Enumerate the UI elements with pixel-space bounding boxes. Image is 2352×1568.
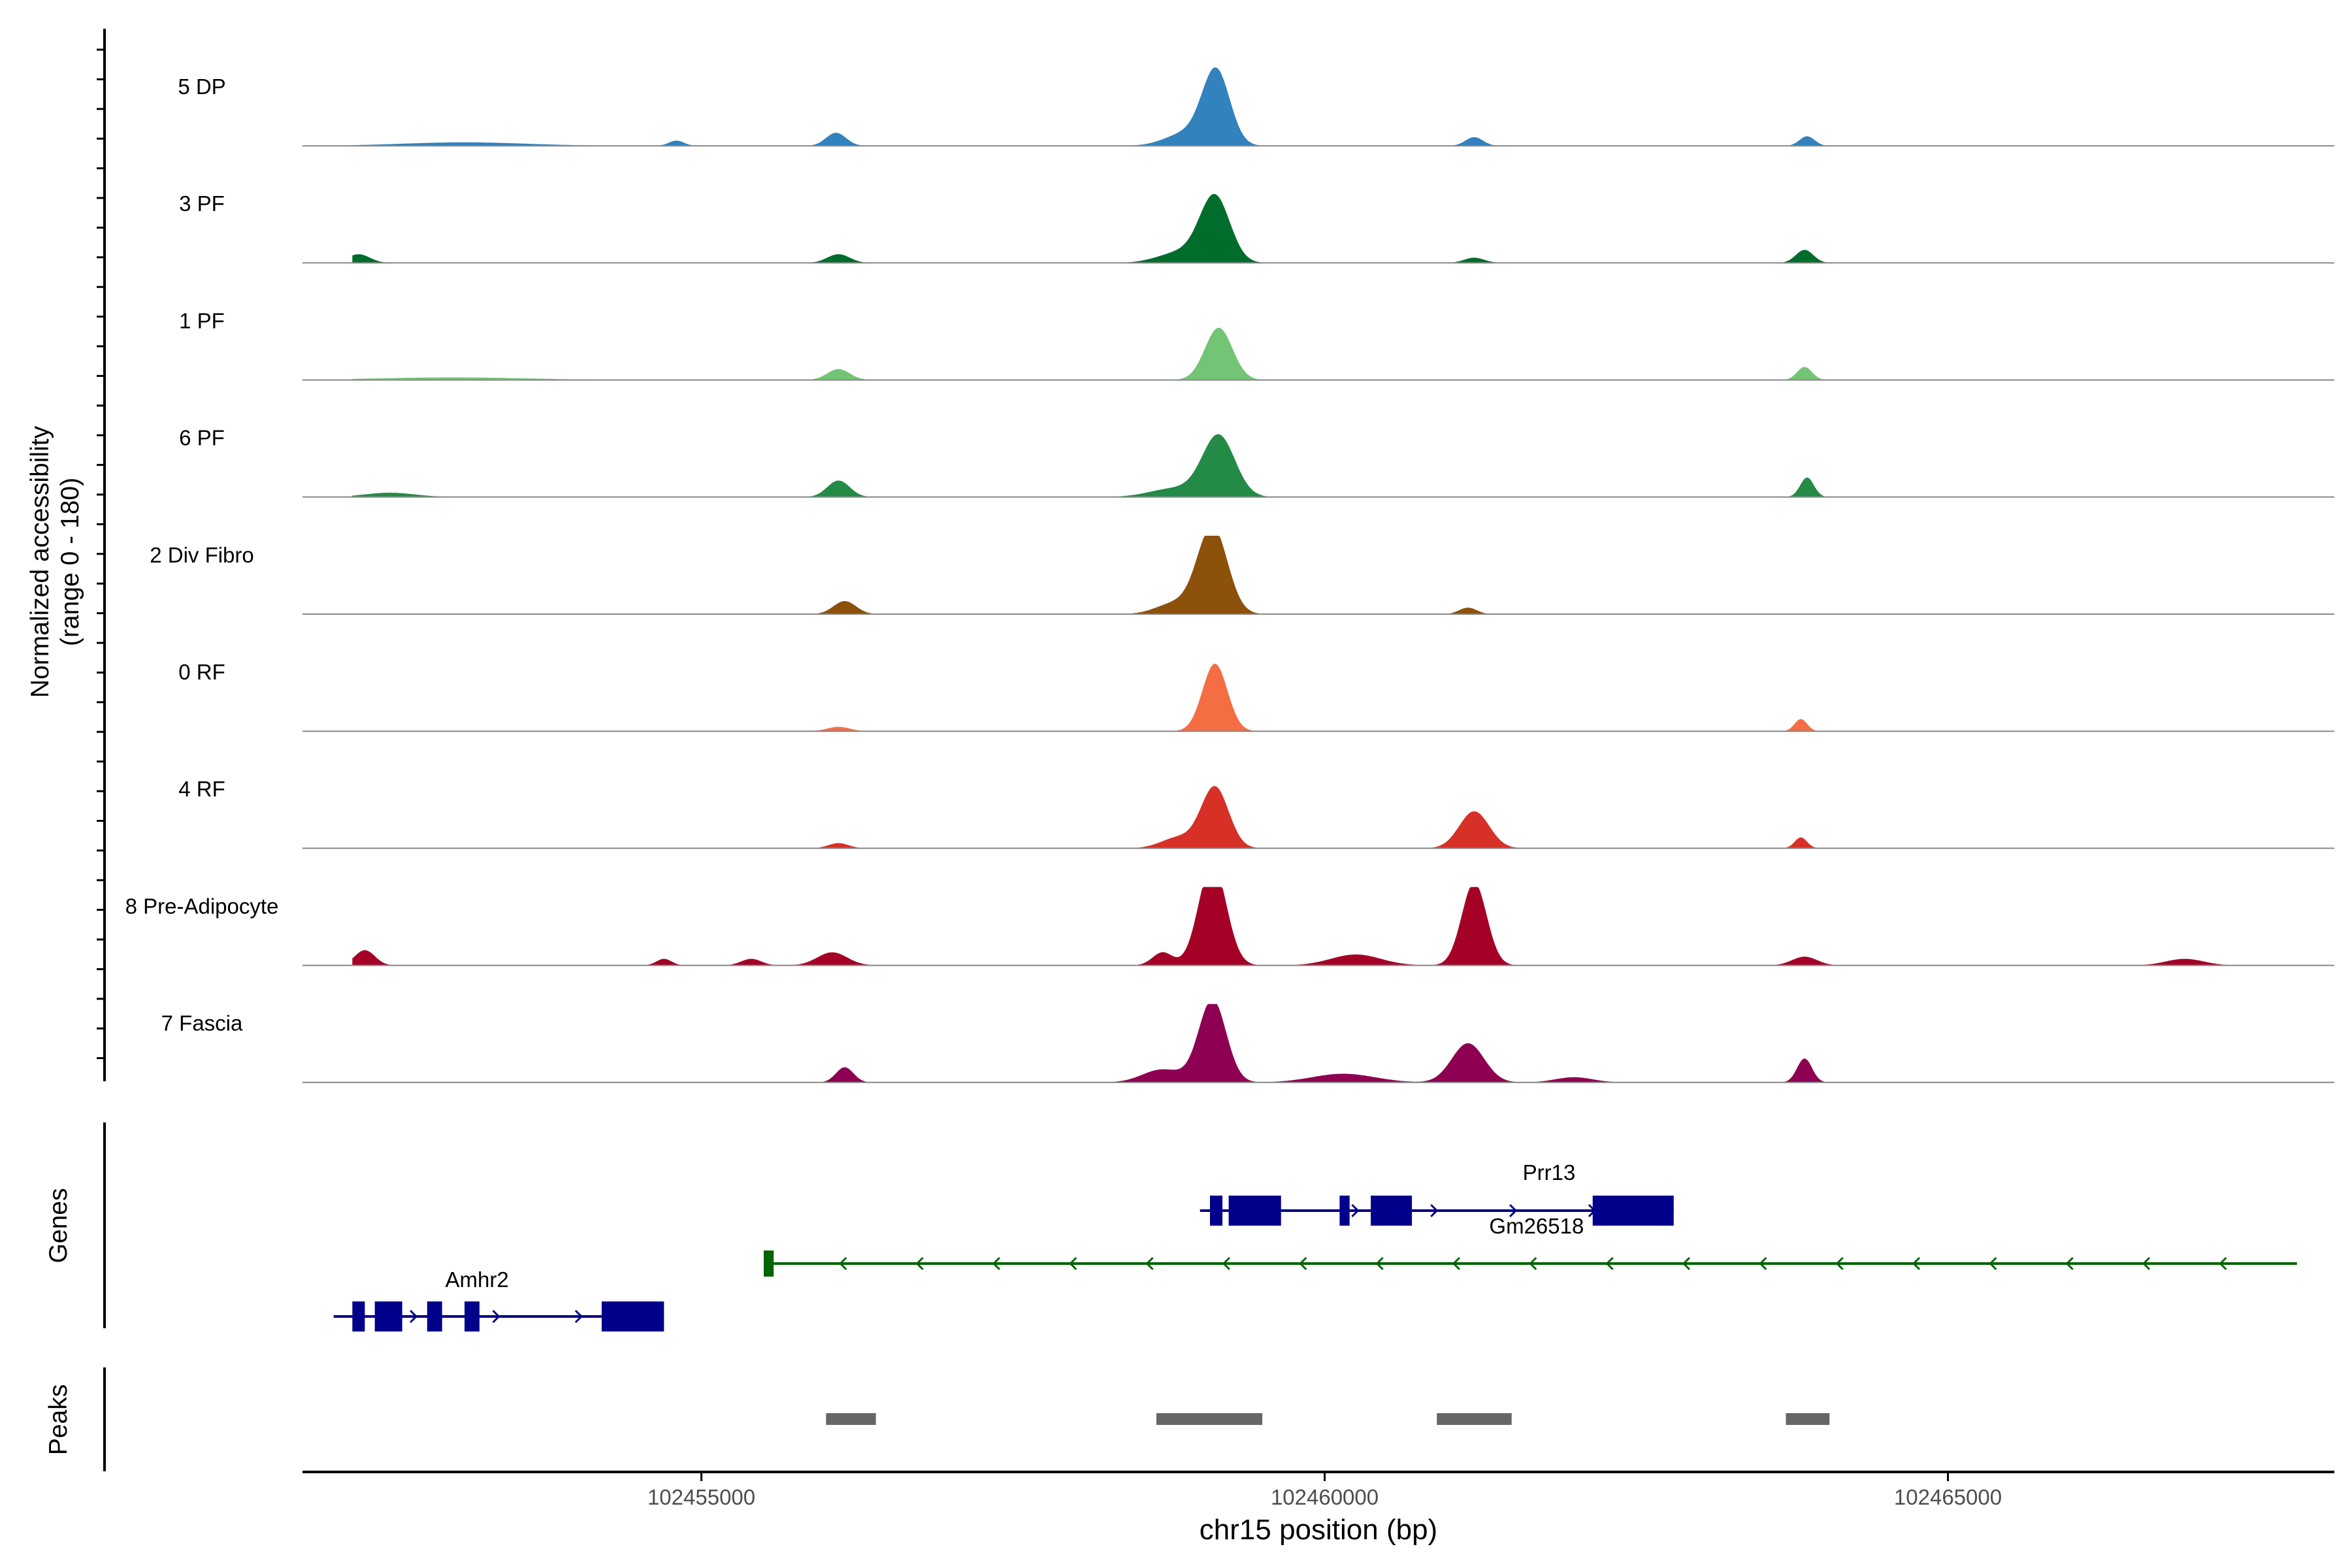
gene-exon	[1228, 1196, 1281, 1226]
gene-exon	[1371, 1196, 1413, 1226]
gene-exon	[465, 1301, 480, 1331]
strand-arrow	[839, 1256, 847, 1271]
gene-exon	[1210, 1196, 1223, 1226]
track-5: 0 RF	[178, 660, 2334, 732]
x-axis-label: chr15 position (bp)	[1200, 1514, 1437, 1546]
gene-label: Amhr2	[446, 1267, 509, 1292]
peak-region	[826, 1413, 876, 1425]
strand-arrow	[2065, 1256, 2074, 1271]
strand-arrow	[1069, 1256, 1077, 1271]
coverage-y-axis	[97, 29, 106, 1081]
y-axis-label: Normalized accessibility	[26, 425, 54, 698]
gene-exon	[763, 1250, 774, 1277]
x-tick-label: 102455000	[647, 1485, 755, 1509]
x-axis-ticks: 102455000 102460000 102465000	[647, 1472, 2002, 1509]
strand-arrow	[1912, 1256, 1921, 1271]
coverage-area	[352, 193, 2297, 263]
track-6: 4 RF	[178, 777, 2334, 849]
strand-arrow	[1351, 1203, 1360, 1218]
coverage-area	[352, 786, 2297, 849]
coverage-area	[352, 67, 2297, 146]
peak-region	[1156, 1413, 1263, 1425]
strand-arrow	[410, 1309, 418, 1324]
strand-arrow	[2219, 1256, 2227, 1271]
strand-arrow	[1452, 1256, 1461, 1271]
x-tick-label: 102460000	[1271, 1485, 1379, 1509]
coverage-area	[352, 1004, 2297, 1083]
strand-arrow	[1299, 1256, 1307, 1271]
strand-arrow	[1222, 1256, 1231, 1271]
coverage-area	[352, 327, 2297, 380]
gene-prr13: Prr13	[1200, 1160, 1674, 1226]
strand-arrow	[1989, 1256, 1997, 1271]
strand-arrow	[2142, 1256, 2151, 1271]
strand-arrow	[1509, 1203, 1518, 1218]
peak-region	[1437, 1413, 1512, 1425]
strand-arrow	[1682, 1256, 1691, 1271]
track-0: 5 DP	[178, 67, 2334, 147]
strand-arrow	[1375, 1256, 1384, 1271]
track-label: 5 DP	[178, 74, 225, 99]
track-8: 7 Fascia	[161, 1004, 2334, 1083]
track-2: 1 PF	[179, 308, 2334, 381]
peaks-track	[826, 1413, 1830, 1425]
y-axis-label-range: (range 0 - 180)	[56, 478, 84, 646]
strand-arrow	[1145, 1256, 1154, 1271]
strand-arrow	[915, 1256, 924, 1271]
strand-arrow	[1430, 1203, 1439, 1218]
gene-gm26518: Gm26518	[763, 1214, 2297, 1277]
coverage-area	[352, 663, 2297, 732]
x-tick-label: 102465000	[1894, 1485, 2002, 1509]
strand-arrow	[1835, 1256, 1844, 1271]
strand-arrow	[492, 1309, 500, 1324]
peaks-panel-label: Peaks	[44, 1384, 73, 1455]
gene-exon	[352, 1301, 365, 1331]
coverage-area	[352, 887, 2297, 966]
coverage-tracks: 5 DP 3 PF 1 PF 6 PF 2 Div Fibro 0 RF 4 RF 8 Pre…	[125, 67, 2334, 1083]
coverage-area	[352, 536, 2297, 614]
gene-exon	[1592, 1196, 1674, 1226]
track-label: 0 RF	[178, 660, 225, 684]
gene-label: Prr13	[1523, 1160, 1576, 1184]
gene-exon	[601, 1301, 664, 1331]
genes-panel-label: Genes	[44, 1188, 73, 1264]
gene-exon	[427, 1301, 442, 1331]
gene-amhr2: Amhr2	[333, 1267, 664, 1331]
gene-exon	[374, 1301, 402, 1331]
track-label: 2 Div Fibro	[150, 543, 254, 567]
track-7: 8 Pre-Adipocyte	[125, 887, 2334, 966]
strand-arrow	[574, 1309, 583, 1324]
track-label: 8 Pre-Adipocyte	[125, 894, 279, 918]
track-label: 6 PF	[179, 426, 225, 450]
peak-region	[1786, 1413, 1830, 1425]
gene-label: Gm26518	[1489, 1214, 1584, 1238]
strand-arrow	[1759, 1256, 1767, 1271]
gene-exon	[1339, 1196, 1350, 1226]
track-3: 6 PF	[179, 426, 2334, 498]
strand-arrow	[1605, 1256, 1614, 1271]
genes-track: Prr13 Gm26518 Amhr2	[333, 1160, 2297, 1331]
track-1: 3 PF	[179, 191, 2334, 264]
track-label: 4 RF	[178, 777, 225, 801]
track-4: 2 Div Fibro	[150, 536, 2334, 615]
track-label: 7 Fascia	[161, 1011, 243, 1036]
track-label: 3 PF	[179, 191, 225, 216]
strand-arrow	[992, 1256, 1001, 1271]
coverage-area	[352, 434, 2297, 497]
strand-arrow	[1529, 1256, 1537, 1271]
track-label: 1 PF	[179, 308, 225, 333]
